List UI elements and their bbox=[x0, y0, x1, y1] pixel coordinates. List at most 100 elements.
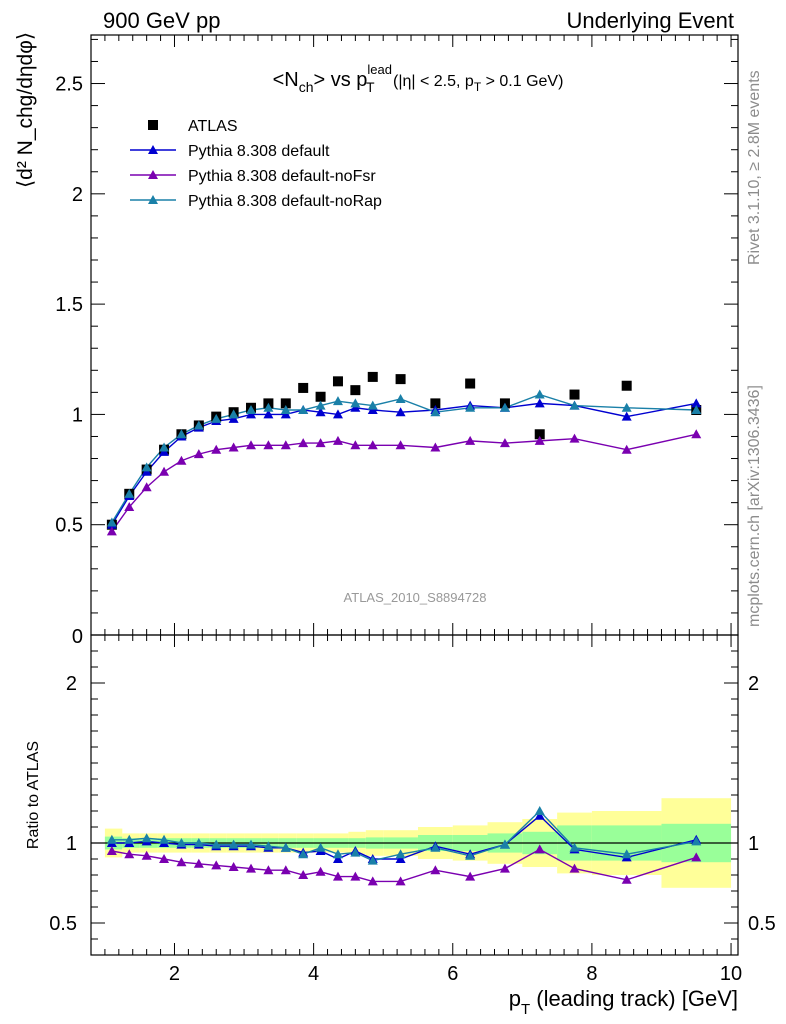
ratio-y-tick-label: 0.5 bbox=[49, 913, 77, 935]
atlas-data-point bbox=[332, 376, 343, 387]
ratio-point bbox=[367, 855, 378, 865]
mc-point bbox=[350, 398, 361, 408]
ratio-series-line bbox=[111, 810, 697, 862]
mc-point bbox=[211, 413, 222, 423]
ratio-point bbox=[141, 833, 152, 843]
atlas-data-point bbox=[534, 429, 545, 440]
atlas-data-point bbox=[569, 389, 580, 400]
ratio-point bbox=[350, 871, 361, 881]
plot-header-right: Underlying Event bbox=[566, 8, 734, 33]
ratio-point bbox=[298, 870, 309, 879]
atlas-data-point bbox=[465, 378, 476, 389]
ratio-point bbox=[395, 849, 406, 859]
atlas-data-point bbox=[395, 374, 406, 385]
ratio-point bbox=[569, 842, 580, 852]
ratio-point bbox=[246, 839, 257, 849]
ratio-point bbox=[499, 863, 510, 873]
mc-point bbox=[280, 405, 291, 414]
mc-point bbox=[246, 405, 257, 414]
mc-point bbox=[534, 435, 545, 445]
ratio-point bbox=[534, 806, 545, 815]
atlas-data-point bbox=[621, 380, 632, 391]
mc-point bbox=[332, 409, 343, 419]
mc-point bbox=[315, 400, 326, 410]
mc-point bbox=[263, 440, 274, 450]
legend-marker bbox=[148, 170, 158, 179]
chart-title: <Nch> vs plead T (|η| < 2.5, pT > 0.1 GeV… bbox=[273, 62, 564, 95]
atlas-data-point bbox=[430, 398, 441, 409]
mc-point bbox=[534, 389, 545, 399]
ratio-point bbox=[332, 871, 343, 881]
mc-point bbox=[315, 438, 326, 448]
ratio-point bbox=[159, 854, 170, 863]
mc-point bbox=[228, 409, 239, 419]
ratio-point bbox=[228, 839, 239, 849]
ratio-point bbox=[332, 849, 343, 859]
ratio-point bbox=[298, 849, 309, 859]
ratio-y-tick-label: 1 bbox=[66, 833, 77, 855]
mc-point bbox=[350, 440, 361, 450]
ratio-point bbox=[176, 838, 187, 847]
mc-point bbox=[176, 455, 187, 465]
legend-label: Pythia 8.308 default bbox=[188, 143, 330, 160]
ratio-point bbox=[430, 865, 441, 875]
mc-point bbox=[141, 482, 152, 492]
ratio-point bbox=[332, 854, 343, 863]
ratio-point bbox=[499, 839, 510, 849]
mc-point bbox=[569, 433, 580, 443]
ratio-point bbox=[315, 866, 326, 876]
ratio-y-tick-label: 2 bbox=[66, 673, 77, 695]
ratio-point bbox=[465, 850, 476, 860]
mc-point bbox=[332, 435, 343, 445]
mc-point bbox=[280, 440, 291, 450]
atlas-data-point bbox=[315, 391, 326, 402]
analysis-id-label: ATLAS_2010_S8894728 bbox=[343, 590, 487, 605]
x-tick-label: 8 bbox=[586, 963, 597, 985]
mc-point bbox=[367, 440, 378, 450]
ratio-point bbox=[691, 836, 702, 846]
ratio-point bbox=[350, 847, 361, 857]
mc-point bbox=[106, 517, 117, 527]
mc-point bbox=[193, 420, 204, 430]
ratio-series-line bbox=[111, 848, 697, 883]
ratio-point bbox=[395, 854, 406, 863]
mc-point bbox=[691, 429, 702, 439]
ratio-point bbox=[211, 839, 222, 849]
mc-point bbox=[430, 442, 441, 452]
legend-label: Pythia 8.308 default-noFsr bbox=[188, 168, 376, 185]
mc-point bbox=[193, 449, 204, 459]
ratio-plot-frame bbox=[90, 634, 739, 956]
ratio-point bbox=[534, 844, 545, 854]
mc-point bbox=[228, 442, 239, 452]
mc-point bbox=[176, 429, 187, 439]
mc-point bbox=[691, 398, 702, 408]
mc-point bbox=[465, 435, 476, 445]
mc-point bbox=[395, 393, 406, 403]
mc-point bbox=[465, 402, 476, 412]
ratio-point bbox=[569, 863, 580, 873]
ratio-point bbox=[691, 852, 702, 862]
x-tick-label: 10 bbox=[720, 963, 742, 985]
mc-point bbox=[499, 438, 510, 448]
mc-point bbox=[141, 462, 152, 472]
atlas-data-point bbox=[298, 382, 309, 393]
mc-point bbox=[395, 440, 406, 450]
legend-label: Pythia 8.308 default-noRap bbox=[188, 193, 382, 210]
ratio-point bbox=[141, 850, 152, 860]
ratio-point bbox=[315, 842, 326, 852]
ratio-point bbox=[280, 842, 291, 852]
mc-point bbox=[569, 400, 580, 410]
ratio-point bbox=[280, 865, 291, 875]
atlas-data-point bbox=[280, 398, 291, 409]
atlas-data-point bbox=[367, 371, 378, 382]
x-tick-label: 2 bbox=[169, 963, 180, 985]
ratio-point bbox=[430, 842, 441, 852]
x-axis-label: pT (leading track) [GeV] bbox=[509, 986, 738, 1018]
plot-header-left: 900 GeV pp bbox=[103, 8, 221, 33]
y-tick-label: 2 bbox=[72, 184, 83, 206]
ratio-point bbox=[193, 858, 204, 868]
x-tick-label: 6 bbox=[447, 963, 458, 985]
ratio-point bbox=[534, 810, 545, 820]
ratio-y-axis-label: Ratio to ATLAS bbox=[25, 741, 42, 849]
